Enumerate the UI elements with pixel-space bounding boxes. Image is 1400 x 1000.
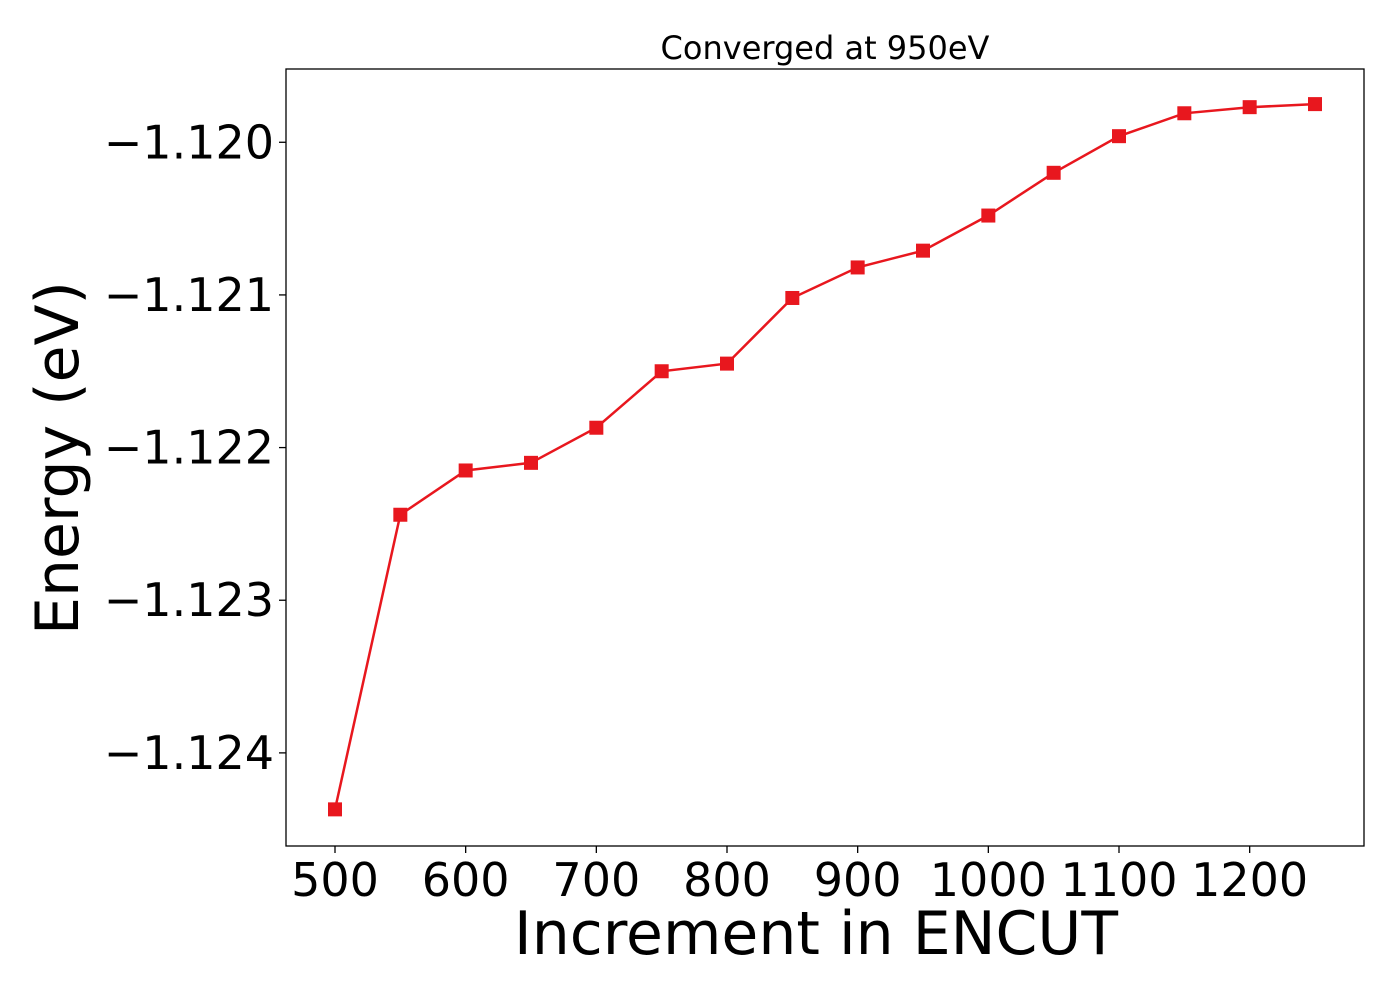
energy-series-markers [328,97,1322,817]
x-tick-label: 900 [814,853,902,907]
data-point-marker [850,260,865,275]
data-point-marker [916,243,930,258]
data-point-marker [720,356,734,371]
x-axis: 500 600 700 800 900 1000 1100 1200 [291,846,1308,907]
chart-title: Converged at 950eV [661,29,990,67]
data-point-marker [1242,100,1257,115]
data-point-marker [524,455,538,470]
data-point-marker [1308,97,1322,112]
x-tick-label: 1000 [930,853,1047,907]
data-point-marker [981,208,996,223]
data-point-marker [654,364,669,379]
data-point-marker [1112,129,1126,144]
y-tick-label: −1.124 [104,726,274,780]
y-tick-label: −1.123 [104,573,274,627]
data-point-marker [458,463,473,478]
x-tick-label: 1100 [1060,853,1177,907]
data-point-marker [785,290,800,305]
x-tick-label: 600 [422,853,510,907]
data-point-marker [589,420,604,435]
x-tick-label: 500 [291,853,379,907]
y-tick-label: −1.120 [104,115,274,169]
data-point-marker [393,507,408,522]
y-tick-label: −1.122 [104,421,274,475]
x-tick-label: 1200 [1191,853,1308,907]
y-axis: −1.124 −1.123 −1.122 −1.121 −1.120 [104,115,286,780]
x-tick-label: 700 [552,853,640,907]
data-point-marker [328,802,342,817]
energy-series-line [333,102,1316,810]
y-axis-label: Energy (eV) [23,281,93,635]
x-tick-label: 800 [683,853,771,907]
x-axis-label: Increment in ENCUT [514,899,1118,969]
y-tick-label: −1.121 [104,268,274,322]
data-point-marker [1046,165,1061,180]
plot-area [285,68,1365,847]
data-point-marker [1177,106,1192,121]
